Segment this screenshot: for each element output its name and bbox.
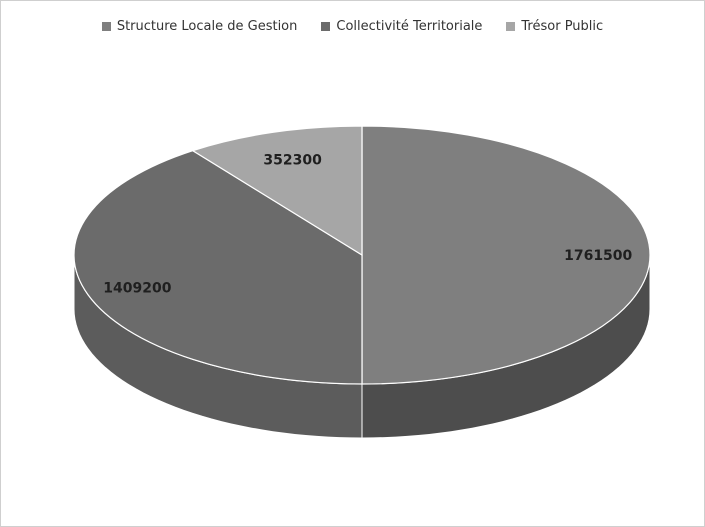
legend-label-structure-locale: Structure Locale de Gestion: [116, 19, 298, 34]
data-label-structure-locale: 1761500: [564, 248, 632, 264]
legend-item-collectivite: Collectivité Territoriale: [321, 19, 482, 34]
legend-swatch-collectivite: [321, 22, 331, 31]
legend-label-collectivite: Collectivité Territoriale: [336, 19, 483, 34]
pie-labels-layer: 1761500 1409200 352300: [103, 152, 632, 296]
pie-slice-tresor-public: [191, 125, 363, 257]
legend-swatch-structure-locale: [101, 22, 111, 31]
legend-item-structure-locale: Structure Locale de Gestion: [101, 19, 298, 34]
pie-slice-collectivite: [73, 149, 363, 385]
pie-top-layer: [73, 125, 651, 385]
pie-slice-structure-locale: [361, 125, 651, 385]
data-label-tresor-public: 352300: [263, 152, 322, 168]
legend-label-tresor-public: Trésor Public: [521, 19, 604, 34]
data-label-collectivite: 1409200: [103, 281, 171, 297]
legend-swatch-tresor-public: [506, 22, 516, 31]
legend: Structure Locale de Gestion Collectivité…: [1, 19, 704, 34]
legend-item-tresor-public: Trésor Public: [506, 19, 603, 34]
